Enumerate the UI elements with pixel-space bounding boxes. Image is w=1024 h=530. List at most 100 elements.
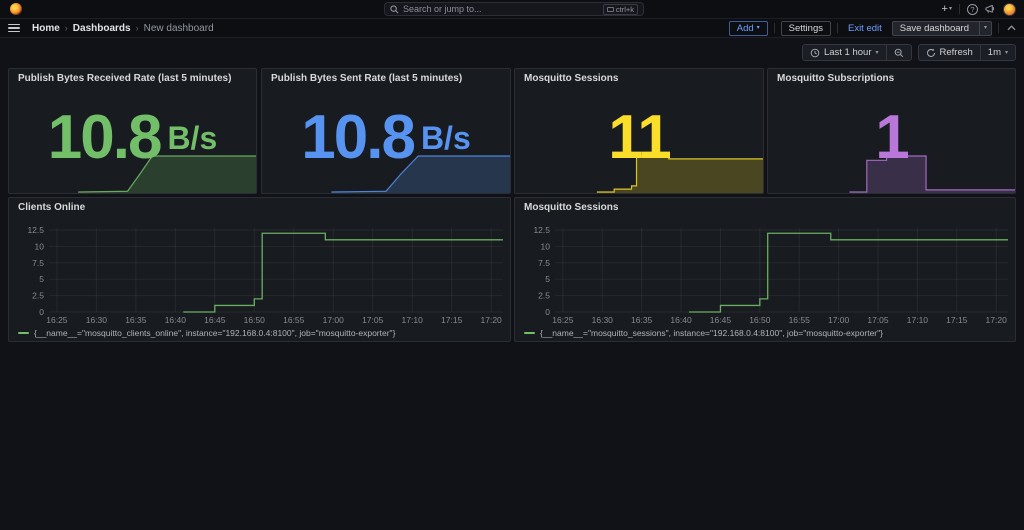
x-axis-tick: 16:45 — [710, 315, 732, 325]
breadcrumb-separator: › — [135, 23, 139, 33]
stat-value: 1 — [875, 103, 910, 172]
y-axis-tick: 12.5 — [533, 225, 550, 235]
zoom-out-button[interactable] — [885, 45, 911, 60]
stat-sparkline — [78, 155, 256, 193]
timeseries-panel: Mosquitto Sessions 0 2.5 5 7.5 10 12.5 16:25 16:… — [514, 197, 1016, 342]
x-axis-tick: 16:50 — [749, 315, 771, 325]
zoom-out-icon — [894, 48, 903, 57]
clock-icon — [810, 48, 820, 58]
y-axis-tick: 2.5 — [32, 291, 44, 301]
y-axis-tick: 12.5 — [27, 225, 44, 235]
save-options-caret[interactable]: ▾ — [978, 21, 991, 35]
legend-item[interactable]: {__name__="mosquitto_sessions", instance… — [524, 328, 883, 338]
collapse-toolbar-icon[interactable] — [1007, 25, 1016, 31]
x-axis-tick: 16:30 — [86, 315, 108, 325]
x-axis-tick: 16:25 — [46, 315, 68, 325]
y-axis-tick: 10 — [35, 241, 45, 251]
series-line — [183, 232, 503, 313]
timeseries-panel: Clients Online 0 2.5 5 7.5 10 12.5 16:25 16:30 16… — [8, 197, 511, 342]
stat-value-wrap: 10.8 B/s — [9, 69, 256, 193]
x-axis-tick: 16:40 — [670, 315, 692, 325]
legend-series-marker — [524, 332, 535, 334]
timeseries-chart: 0 2.5 5 7.5 10 12.5 16:25 16:30 16:35 16:40 16:45 1… — [533, 225, 1008, 325]
x-axis-tick: 17:00 — [828, 315, 850, 325]
x-axis-tick: 17:15 — [441, 315, 463, 325]
refresh-group: Refresh 1m ▾ — [917, 44, 1016, 61]
y-axis-tick: 10 — [541, 241, 551, 251]
edit-actions: Add ▾ Settings Exit edit Save dashboard ▾ — [728, 20, 1016, 36]
y-axis-tick: 0 — [39, 307, 44, 317]
legend-label: {__name__="mosquitto_clients_online", in… — [34, 328, 396, 338]
settings-button[interactable]: Settings — [780, 20, 831, 36]
breadcrumb-dashboards[interactable]: Dashboards — [72, 22, 131, 34]
x-axis-tick: 16:35 — [631, 315, 653, 325]
stat-value-wrap: 10.8 B/s — [262, 69, 510, 193]
stat-panel: Mosquitto Subscriptions 1 — [767, 68, 1016, 194]
stat-panel: Publish Bytes Sent Rate (last 5 minutes)… — [261, 68, 511, 194]
breadcrumb-separator: › — [64, 23, 68, 33]
refresh-interval-picker[interactable]: 1m ▾ — [979, 45, 1015, 60]
x-axis-tick: 16:30 — [592, 315, 614, 325]
legend-label: {__name__="mosquitto_sessions", instance… — [540, 328, 883, 338]
legend-series-marker — [18, 332, 29, 334]
x-axis-tick: 17:05 — [362, 315, 384, 325]
x-axis-tick: 16:25 — [552, 315, 574, 325]
y-axis-tick: 0 — [545, 307, 550, 317]
panel-title[interactable]: Mosquitto Sessions — [524, 202, 619, 213]
x-axis-tick: 16:55 — [283, 315, 305, 325]
search-placeholder: Search or jump to... — [403, 4, 482, 14]
time-range-picker[interactable]: Last 1 hour ▾ — [803, 45, 886, 60]
x-axis-tick: 17:15 — [946, 315, 968, 325]
breadcrumb-home[interactable]: Home — [32, 22, 60, 34]
x-axis-tick: 17:10 — [402, 315, 424, 325]
breadcrumb-current: New dashboard — [143, 22, 214, 34]
stat-value-wrap: 11 — [515, 69, 763, 193]
search-input[interactable]: Search or jump to... ctrl+k — [384, 2, 644, 16]
help-icon[interactable]: ? — [967, 3, 978, 15]
time-range-group: Last 1 hour ▾ — [801, 44, 912, 61]
panel-title[interactable]: Publish Bytes Received Rate (last 5 minu… — [18, 73, 232, 84]
x-axis-tick: 16:55 — [789, 315, 811, 325]
time-controls: Last 1 hour ▾ Refresh — [801, 44, 1016, 61]
stat-sparkline — [596, 155, 763, 193]
stat-unit: B/s — [420, 119, 471, 156]
top-bar: Search or jump to... ctrl+k + ▾ ? — [0, 0, 1024, 19]
topbar-actions: + ▾ ? — [941, 2, 1016, 16]
divider — [998, 23, 999, 33]
panel-title[interactable]: Clients Online — [18, 202, 86, 213]
refresh-button[interactable]: Refresh — [919, 45, 980, 60]
x-axis-tick: 16:45 — [204, 315, 226, 325]
y-axis-tick: 5 — [39, 274, 44, 284]
x-axis-tick: 17:10 — [907, 315, 929, 325]
x-axis-tick: 17:20 — [986, 315, 1008, 325]
x-axis-tick: 17:00 — [323, 315, 345, 325]
stat-unit: B/s — [167, 119, 218, 156]
nav-toolbar: Home › Dashboards › New dashboard Add ▾ S… — [0, 19, 1024, 38]
stat-panel: Publish Bytes Received Rate (last 5 minu… — [8, 68, 257, 194]
stat-value: 10.8 — [301, 103, 416, 172]
stat-value: 10.8 — [47, 103, 163, 172]
news-icon[interactable] — [985, 4, 996, 14]
grafana-logo-icon[interactable] — [10, 3, 22, 15]
stat-value-wrap: 1 — [768, 69, 1015, 193]
x-axis-tick: 17:20 — [481, 315, 503, 325]
panel-title[interactable]: Mosquitto Sessions — [524, 73, 619, 84]
panel-title[interactable]: Publish Bytes Sent Rate (last 5 minutes) — [271, 73, 463, 84]
timeseries-chart: 0 2.5 5 7.5 10 12.5 16:25 16:30 16:35 16:40 16:45 1… — [27, 225, 503, 325]
exit-edit-button[interactable]: Exit edit — [847, 22, 882, 34]
stat-panel: Mosquitto Sessions 11 — [514, 68, 764, 194]
new-menu-button[interactable]: + ▾ — [941, 3, 952, 15]
divider — [959, 4, 960, 14]
menu-toggle-icon[interactable] — [8, 23, 20, 33]
panel-title[interactable]: Mosquitto Subscriptions — [777, 73, 895, 84]
save-dashboard-button[interactable]: Save dashboard ▾ — [891, 20, 992, 36]
user-avatar[interactable] — [1003, 2, 1016, 16]
x-axis-tick: 17:05 — [867, 315, 889, 325]
divider — [773, 23, 775, 33]
stat-sparkline — [331, 155, 510, 193]
y-axis-tick: 7.5 — [32, 258, 44, 268]
legend-item[interactable]: {__name__="mosquitto_clients_online", in… — [18, 328, 395, 338]
y-axis-tick: 7.5 — [538, 258, 550, 268]
search-icon — [390, 4, 399, 13]
add-panel-button[interactable]: Add ▾ — [728, 20, 768, 36]
